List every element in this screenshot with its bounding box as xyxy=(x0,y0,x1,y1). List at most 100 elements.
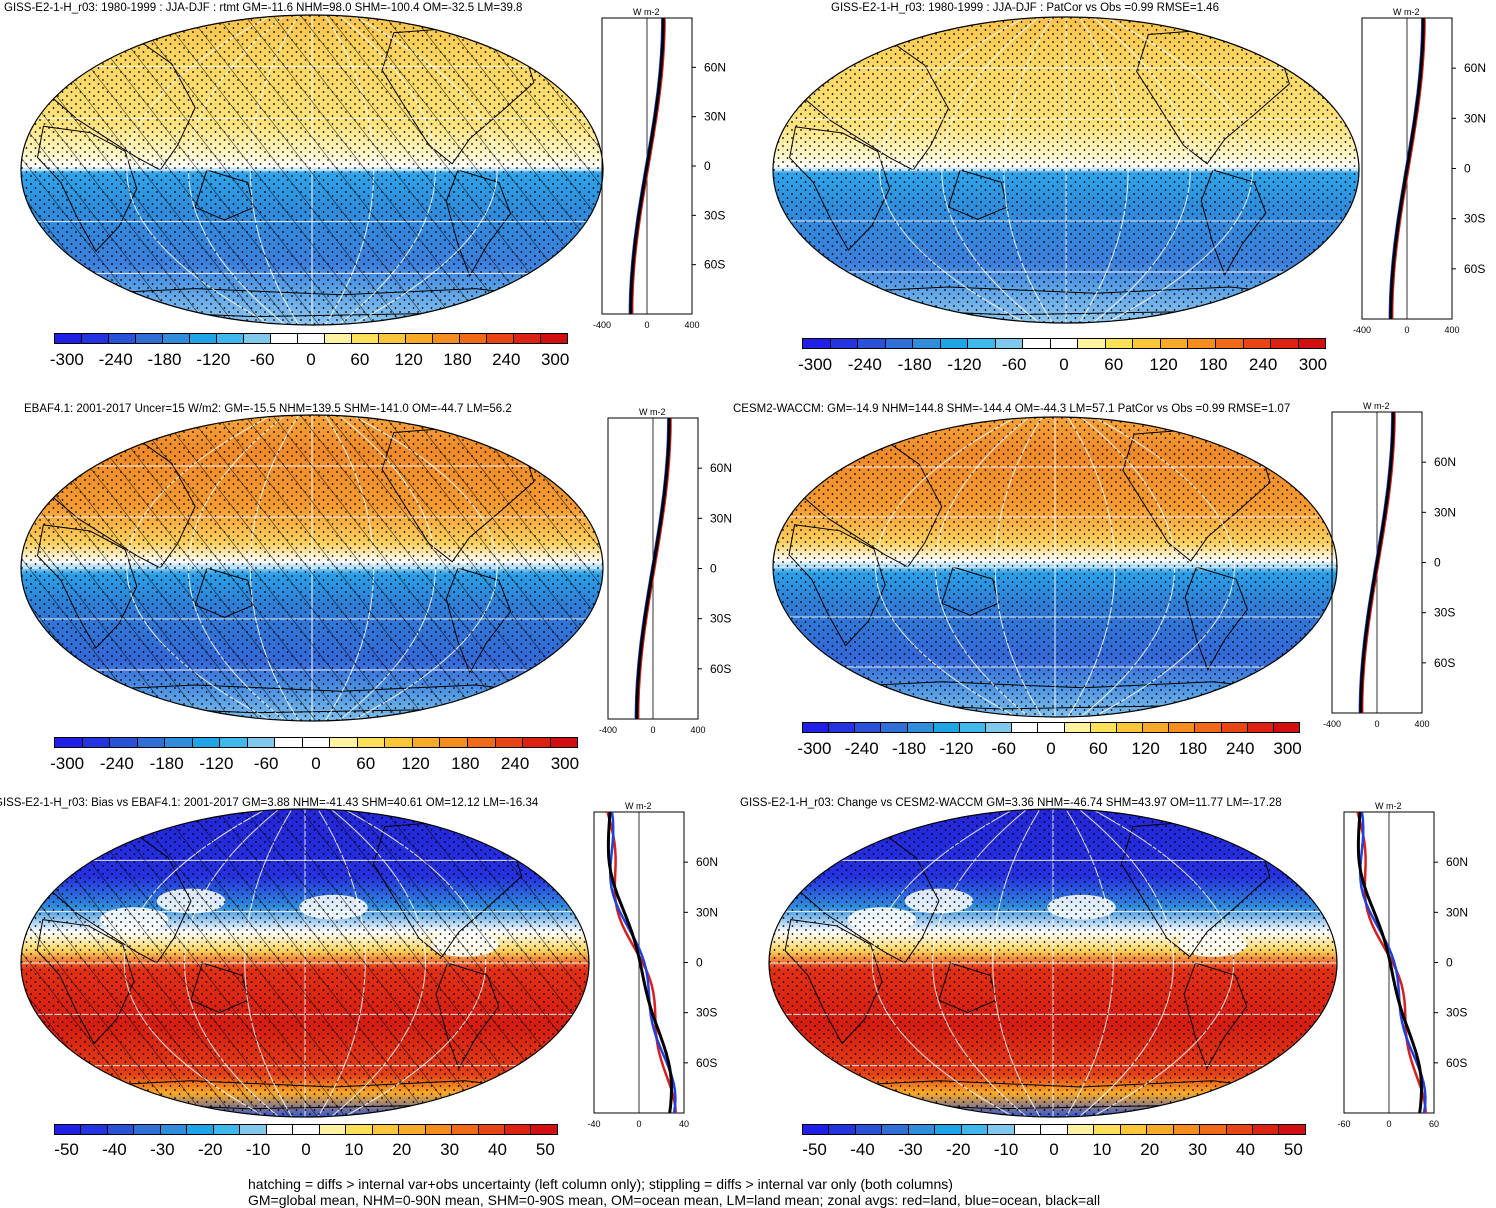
colorbar-swatch xyxy=(968,339,996,348)
colorbar-tick-label: 0 xyxy=(1049,1140,1059,1159)
svg-text:60N: 60N xyxy=(696,855,718,869)
colorbar-tick-label: 240 xyxy=(1248,355,1278,374)
svg-text:60N: 60N xyxy=(710,461,732,475)
colorbar-swatch xyxy=(406,334,433,343)
colorbar-swatch xyxy=(346,1125,373,1134)
colorbar-swatch xyxy=(1298,339,1326,348)
colorbar-swatch xyxy=(935,1125,962,1134)
colorbar-swatch xyxy=(1143,723,1170,732)
colorbar-tick-label: -10 xyxy=(245,1140,271,1159)
colorbar-tick-label: -20 xyxy=(945,1140,971,1159)
colorbar-swatch xyxy=(452,1125,479,1134)
colorbar-swatch xyxy=(1271,339,1299,348)
colorbar-swatch xyxy=(1012,723,1039,732)
colorbar-tick-label: 20 xyxy=(1140,1140,1160,1159)
colorbar-tick-label: 60 xyxy=(356,754,376,773)
colorbar-tick-label: -180 xyxy=(149,754,184,773)
colorbar xyxy=(802,338,1326,349)
colorbar-swatch xyxy=(882,1125,909,1134)
colorbar-tick-label: 180 xyxy=(1178,739,1208,758)
svg-text:60N: 60N xyxy=(1464,61,1486,75)
colorbar-swatch xyxy=(881,723,908,732)
colorbar-swatch xyxy=(244,334,271,343)
svg-text:W m-2: W m-2 xyxy=(1363,401,1390,411)
colorbar-swatch xyxy=(1041,1125,1068,1134)
colorbar-swatch xyxy=(213,1125,241,1134)
colorbar-tick-label: 10 xyxy=(1092,1140,1112,1159)
colorbar-swatch xyxy=(885,339,914,348)
colorbar-swatch xyxy=(1023,339,1051,348)
colorbar-swatch xyxy=(240,1125,267,1134)
svg-text:30S: 30S xyxy=(710,612,731,626)
colorbar-swatch xyxy=(855,1125,883,1134)
map-plot xyxy=(772,416,1338,718)
colorbar-swatch xyxy=(1279,1125,1305,1134)
colorbar-tick-label: 300 xyxy=(540,350,570,369)
svg-text:-400: -400 xyxy=(599,725,617,735)
colorbar-swatch xyxy=(1221,723,1248,732)
colorbar-tick-label: 60 xyxy=(350,350,370,369)
colorbar-swatch xyxy=(385,738,413,747)
colorbar-tick-label: -240 xyxy=(99,754,134,773)
svg-text:30N: 30N xyxy=(1446,905,1468,919)
svg-text:60S: 60S xyxy=(1434,656,1455,670)
colorbar-swatch xyxy=(1188,339,1216,348)
colorbar-swatch xyxy=(190,334,217,343)
colorbar xyxy=(802,722,1300,733)
colorbar-tick-label: 30 xyxy=(1188,1140,1208,1159)
colorbar-swatch xyxy=(803,1125,830,1134)
panel-title: GISS-E2-1-H_r03: Bias vs EBAF4.1: 2001-2… xyxy=(0,797,539,809)
colorbar-swatch xyxy=(1200,1125,1227,1134)
svg-text:-40: -40 xyxy=(587,1119,600,1129)
colorbar-swatch xyxy=(1169,723,1196,732)
map-plot xyxy=(20,414,604,722)
colorbar xyxy=(54,1124,558,1135)
colorbar-tick-label: 60 xyxy=(1104,355,1124,374)
colorbar-tick-label: 240 xyxy=(1226,739,1255,758)
colorbar-swatch xyxy=(293,1125,320,1134)
colorbar-swatch xyxy=(372,1125,400,1134)
colorbar-tick-label: 240 xyxy=(500,754,530,773)
colorbar-tick-label: -120 xyxy=(947,355,982,374)
svg-text:60N: 60N xyxy=(1446,855,1468,869)
colorbar-tick-label: 120 xyxy=(394,350,423,369)
colorbar-swatch xyxy=(352,334,379,343)
colorbar-swatch xyxy=(1050,339,1079,348)
colorbar-swatch xyxy=(959,723,987,732)
colorbar-swatch xyxy=(523,738,551,747)
svg-text:0: 0 xyxy=(710,562,717,576)
colorbar-swatch xyxy=(55,1125,82,1134)
colorbar-swatch xyxy=(541,334,567,343)
colorbar-swatch xyxy=(109,334,136,343)
svg-text:0: 0 xyxy=(636,1119,641,1129)
svg-text:30S: 30S xyxy=(1434,606,1455,620)
colorbar-tick-label: -120 xyxy=(939,739,974,758)
colorbar-swatch xyxy=(504,1125,532,1134)
svg-text:400: 400 xyxy=(1414,719,1429,729)
colorbar-swatch xyxy=(357,738,386,747)
colorbar-swatch xyxy=(1014,1125,1042,1134)
panel-title: CESM2-WACCM: GM=-14.9 NHM=144.8 SHM=-144… xyxy=(733,403,1291,415)
svg-text:30N: 30N xyxy=(710,511,732,525)
svg-text:60S: 60S xyxy=(1446,1056,1467,1070)
colorbar-swatch xyxy=(82,334,109,343)
colorbar-swatch xyxy=(433,334,460,343)
colorbar-swatch xyxy=(1273,723,1299,732)
colorbar-swatch xyxy=(330,738,358,747)
colorbar-swatch xyxy=(319,1125,347,1134)
colorbar-swatch xyxy=(412,738,441,747)
colorbar-swatch xyxy=(940,339,969,348)
colorbar-swatch xyxy=(1120,1125,1148,1134)
colorbar-swatch xyxy=(107,1125,135,1134)
map-plot xyxy=(20,14,604,326)
colorbar-swatch xyxy=(82,738,111,747)
svg-text:-60: -60 xyxy=(1337,1119,1350,1129)
svg-text:60: 60 xyxy=(1429,1119,1439,1129)
colorbar-swatch xyxy=(855,723,882,732)
colorbar-tick-label: -180 xyxy=(147,350,182,369)
colorbar-swatch xyxy=(803,339,831,348)
map-plot xyxy=(772,16,1360,324)
colorbar-swatch xyxy=(1247,723,1274,732)
colorbar-swatch xyxy=(803,723,830,732)
colorbar-swatch xyxy=(531,1125,557,1134)
